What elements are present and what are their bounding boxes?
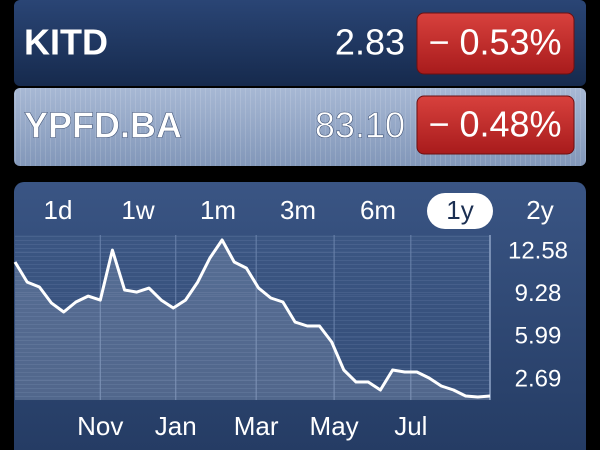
range-button[interactable]: 6m [360,195,396,225]
range-selected[interactable] [427,193,493,229]
price-line [13,238,491,399]
range-button[interactable]: 3m [280,195,316,225]
x-tick-label: Mar [234,411,279,441]
symbol: KITD [24,22,108,63]
x-tick-label: May [310,411,359,441]
x-tick-label: Jan [155,411,197,441]
range-button[interactable]: 2y [526,195,553,225]
change-badge[interactable] [416,95,575,155]
area-fill [15,240,490,400]
y-tick-label: 12.58 [508,237,568,264]
y-tick-label: 9.28 [515,280,562,307]
x-tick-label: Jul [394,411,427,441]
range-button[interactable]: 1d [44,195,73,225]
symbol: YPFD.BA [24,105,182,146]
range-button[interactable]: 1m [200,195,236,225]
change-badge[interactable] [416,12,575,75]
range-button[interactable]: 1w [121,195,154,225]
price: 2.83 [335,22,405,63]
y-tick-label: 5.99 [515,323,562,350]
y-tick-label: 2.69 [515,365,562,392]
change: − 0.48% [428,104,561,145]
range-button[interactable]: 1y [446,195,473,225]
change: − 0.53% [428,22,561,63]
price: 83.10 [315,105,405,146]
x-tick-label: Nov [77,411,123,441]
